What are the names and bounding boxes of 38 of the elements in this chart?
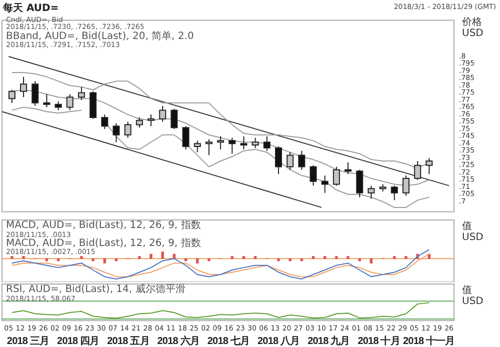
text: 2018 九月 bbox=[308, 334, 350, 347]
bar bbox=[208, 258, 210, 262]
text: 2018 三月 bbox=[6, 335, 50, 347]
bar bbox=[335, 256, 338, 259]
text: RSI, AUD=, Bid(Last), 14, 威尔德平滑 bbox=[6, 284, 186, 296]
text: 2018 六月 bbox=[157, 334, 200, 347]
bar bbox=[242, 256, 246, 259]
bar bbox=[161, 252, 164, 259]
text: 2018 八月 bbox=[257, 334, 300, 347]
bar bbox=[393, 256, 396, 259]
bar bbox=[196, 258, 199, 264]
text: 2018 十月 bbox=[358, 334, 400, 347]
bar bbox=[312, 256, 315, 259]
text: 2018 四月 bbox=[57, 335, 100, 347]
bar bbox=[92, 258, 94, 262]
y-axis-title: 值 USD bbox=[462, 221, 484, 243]
bar bbox=[230, 256, 234, 259]
bar bbox=[254, 256, 257, 259]
text: MACD, AUD=, Bid(Last), 12, 26, 9, 指数 bbox=[6, 238, 201, 249]
bar bbox=[80, 256, 83, 259]
text: 2018 十一月 bbox=[403, 334, 455, 347]
text: 2018 七月 bbox=[207, 334, 250, 347]
text: 2018 五月 bbox=[107, 335, 150, 347]
y-axis-title: 价格 USD bbox=[462, 17, 484, 39]
bar bbox=[324, 256, 326, 259]
bar bbox=[346, 256, 350, 259]
y-axis-title: 值 USD bbox=[462, 285, 484, 307]
bar bbox=[404, 256, 408, 259]
bar bbox=[138, 256, 141, 259]
text: MACD, AUD=, Bid(Last), 12, 26, 9, 指数 bbox=[6, 220, 201, 232]
bar bbox=[370, 258, 373, 264]
annotation: BBand, AUD=, Bid(Last), 20, 简单, 2.0 bbox=[6, 30, 194, 42]
bar bbox=[277, 258, 280, 262]
bar bbox=[22, 256, 25, 259]
chart-title: 每天 AUD= bbox=[3, 2, 59, 15]
bar bbox=[103, 258, 106, 264]
bar bbox=[10, 256, 14, 259]
bar bbox=[150, 254, 152, 259]
